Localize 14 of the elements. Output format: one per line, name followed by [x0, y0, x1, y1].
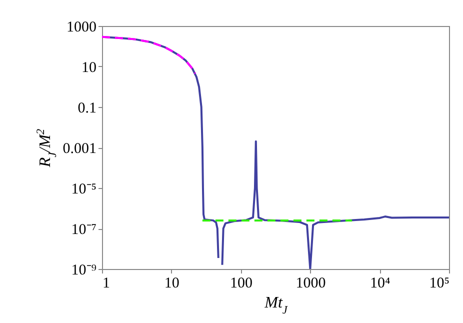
- y-tick-label: 10: [82, 60, 96, 76]
- x-tick-label: 10⁴: [370, 276, 390, 292]
- y-tick-label: 1000: [66, 20, 96, 36]
- y-tick-label: 0.1: [78, 100, 96, 116]
- x-tick-label: 1000: [296, 276, 326, 292]
- y-tick-label: 10⁻⁵: [71, 182, 96, 198]
- x-tick-label: 10⁵: [429, 276, 450, 292]
- y-tick-label: 10⁻⁹: [71, 262, 96, 278]
- x-tick-label: 10: [164, 276, 180, 292]
- x-tick-label: 1: [102, 276, 110, 292]
- y-tick-label: 0.001: [62, 141, 96, 157]
- x-axis-title: Mt$_{J}$: [264, 294, 288, 316]
- x-tick-label: 100: [230, 276, 253, 292]
- y-tick-label: 10⁻⁷: [71, 222, 96, 238]
